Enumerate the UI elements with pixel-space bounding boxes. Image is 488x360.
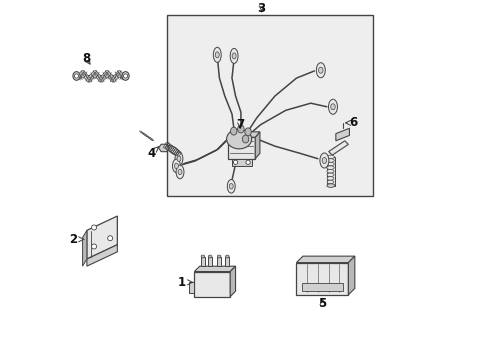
Ellipse shape	[201, 255, 204, 258]
Ellipse shape	[326, 184, 334, 187]
Polygon shape	[230, 266, 235, 297]
Ellipse shape	[213, 47, 221, 62]
Polygon shape	[82, 230, 87, 266]
Ellipse shape	[141, 132, 142, 133]
Circle shape	[245, 160, 250, 165]
Ellipse shape	[172, 159, 180, 173]
Ellipse shape	[318, 67, 323, 73]
Ellipse shape	[142, 133, 145, 135]
Polygon shape	[328, 141, 347, 155]
Ellipse shape	[328, 99, 337, 114]
Ellipse shape	[142, 132, 144, 134]
Ellipse shape	[226, 129, 251, 149]
Ellipse shape	[225, 255, 229, 258]
Bar	[301, 283, 342, 291]
Polygon shape	[87, 245, 117, 266]
Ellipse shape	[326, 180, 333, 184]
Ellipse shape	[244, 128, 251, 136]
Ellipse shape	[148, 137, 152, 140]
Ellipse shape	[326, 177, 333, 180]
Polygon shape	[296, 256, 354, 262]
Polygon shape	[224, 257, 229, 266]
Ellipse shape	[326, 155, 334, 159]
Ellipse shape	[237, 125, 244, 133]
Ellipse shape	[326, 170, 333, 173]
Polygon shape	[194, 271, 230, 297]
Text: 3: 3	[257, 3, 265, 15]
Polygon shape	[228, 137, 255, 159]
Ellipse shape	[217, 255, 221, 258]
Text: 5: 5	[318, 297, 326, 310]
Polygon shape	[217, 257, 221, 266]
Ellipse shape	[232, 53, 236, 59]
Text: 8: 8	[82, 52, 90, 65]
Bar	[167, 15, 373, 196]
Polygon shape	[228, 132, 259, 137]
Ellipse shape	[150, 139, 153, 141]
Ellipse shape	[147, 137, 150, 139]
Ellipse shape	[144, 134, 147, 137]
Ellipse shape	[176, 165, 183, 179]
Text: 1: 1	[177, 276, 192, 289]
Ellipse shape	[149, 138, 153, 140]
Text: 7: 7	[236, 118, 244, 131]
Ellipse shape	[147, 136, 149, 138]
Ellipse shape	[146, 135, 148, 137]
Circle shape	[107, 236, 112, 241]
Ellipse shape	[330, 104, 335, 110]
Ellipse shape	[174, 163, 178, 168]
Ellipse shape	[215, 52, 219, 58]
Ellipse shape	[319, 153, 328, 168]
Circle shape	[123, 74, 127, 78]
Ellipse shape	[227, 180, 235, 193]
Polygon shape	[87, 216, 117, 259]
Polygon shape	[231, 159, 251, 166]
Ellipse shape	[230, 48, 238, 63]
Ellipse shape	[230, 127, 237, 135]
Ellipse shape	[316, 63, 325, 78]
Circle shape	[74, 74, 79, 78]
Ellipse shape	[326, 159, 334, 162]
Polygon shape	[335, 128, 349, 141]
Ellipse shape	[177, 156, 181, 161]
Ellipse shape	[122, 72, 129, 80]
Circle shape	[91, 244, 96, 249]
Bar	[326, 157, 334, 185]
Ellipse shape	[229, 184, 233, 189]
Polygon shape	[207, 257, 212, 266]
Ellipse shape	[208, 255, 211, 258]
Ellipse shape	[326, 166, 333, 170]
Text: 6: 6	[345, 116, 357, 129]
Text: 4: 4	[147, 147, 158, 160]
Polygon shape	[194, 266, 235, 271]
Ellipse shape	[140, 131, 142, 133]
Polygon shape	[347, 256, 354, 295]
Circle shape	[91, 225, 96, 230]
Ellipse shape	[322, 157, 326, 163]
Ellipse shape	[175, 152, 183, 166]
Polygon shape	[296, 262, 347, 295]
Polygon shape	[165, 145, 182, 156]
Bar	[188, 282, 194, 293]
Polygon shape	[158, 144, 169, 152]
Circle shape	[233, 160, 237, 165]
Ellipse shape	[326, 162, 333, 166]
Polygon shape	[201, 257, 204, 266]
Ellipse shape	[326, 173, 333, 177]
Text: 2: 2	[69, 233, 83, 246]
Ellipse shape	[73, 72, 80, 80]
Ellipse shape	[242, 135, 248, 143]
Polygon shape	[255, 132, 259, 159]
Ellipse shape	[178, 169, 182, 175]
Ellipse shape	[143, 134, 146, 136]
